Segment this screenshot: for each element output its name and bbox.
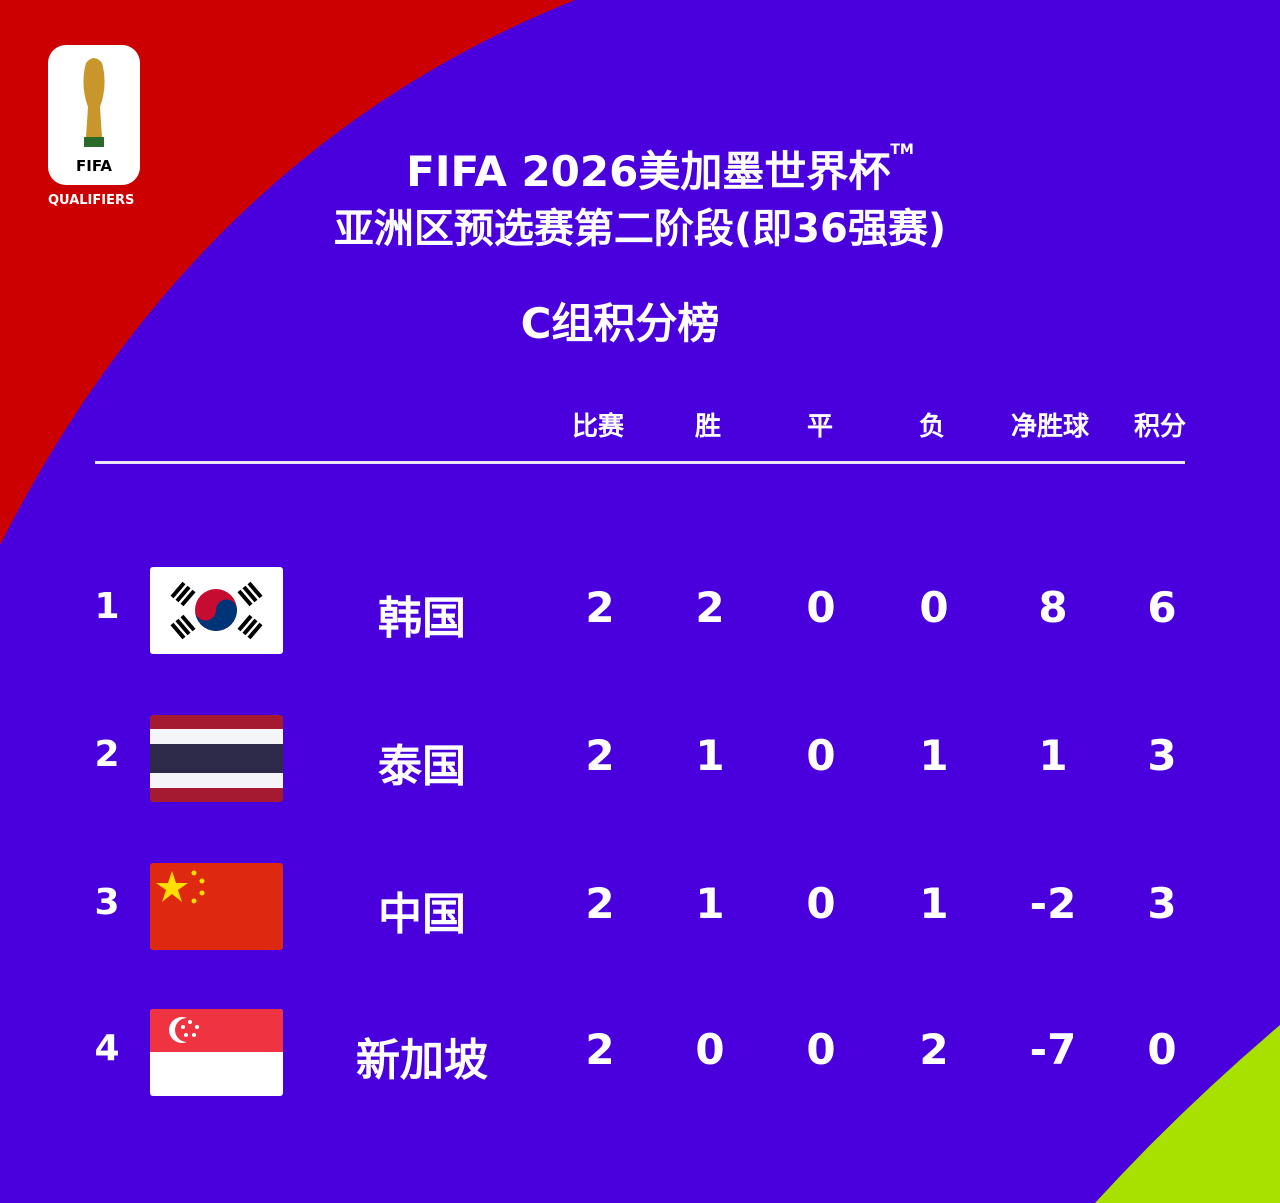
cell-played: 2 — [585, 731, 615, 780]
cell-pts: 3 — [1147, 879, 1177, 928]
cell-gd: -2 — [1029, 879, 1077, 928]
title-text: FIFA 2026美加墨世界杯 — [406, 147, 891, 196]
header-won: 胜 — [694, 412, 721, 442]
cell-played: 2 — [585, 879, 615, 928]
fifa-qualifiers-logo: FIFA QUALIFIERS — [48, 45, 148, 208]
singapore-flag-icon — [150, 1009, 283, 1096]
logo-badge: FIFA — [48, 45, 140, 185]
header-drawn: 平 — [806, 412, 833, 442]
cell-pts: 3 — [1147, 731, 1177, 780]
logo-qualifiers-text: QUALIFIERS — [48, 193, 135, 208]
cell-drawn: 0 — [806, 1025, 836, 1074]
rank: 2 — [94, 734, 120, 775]
cell-won: 1 — [695, 879, 725, 928]
cell-lost: 2 — [919, 1025, 949, 1074]
rank: 1 — [94, 586, 120, 627]
cell-drawn: 0 — [806, 731, 836, 780]
title-line-2: 亚洲区预选赛第二阶段(即36强赛) — [333, 206, 947, 252]
title-line-1: FIFA 2026美加墨世界杯TM — [20, 138, 1280, 199]
cell-lost: 0 — [919, 583, 949, 632]
cell-gd: 1 — [1038, 731, 1068, 780]
cell-pts: 0 — [1147, 1025, 1177, 1074]
cell-drawn: 0 — [806, 583, 836, 632]
logo-fifa-text: FIFA — [76, 157, 112, 175]
china-flag-icon — [150, 863, 283, 950]
trademark: TM — [890, 142, 914, 158]
team-name: 中国 — [378, 889, 466, 940]
korea-flag-icon — [150, 567, 283, 654]
green-corner — [1095, 1025, 1280, 1203]
rank: 4 — [94, 1028, 120, 1069]
group-standings-title: C组积分榜 — [520, 299, 720, 348]
cell-won: 2 — [695, 583, 725, 632]
red-corner — [0, 0, 575, 545]
team-name: 韩国 — [378, 593, 466, 644]
cell-lost: 1 — [919, 879, 949, 928]
trophy-icon — [83, 58, 105, 147]
header-lost: 负 — [918, 412, 945, 442]
team-name: 泰国 — [378, 741, 466, 792]
header-goal-difference: 净胜球 — [1010, 412, 1089, 442]
cell-gd: -7 — [1029, 1025, 1077, 1074]
cell-drawn: 0 — [806, 879, 836, 928]
header-played: 比赛 — [571, 412, 624, 442]
cell-lost: 1 — [919, 731, 949, 780]
team-name: 新加坡 — [356, 1035, 488, 1086]
rank: 3 — [94, 882, 120, 923]
cell-pts: 6 — [1147, 583, 1177, 632]
header-points: 积分 — [1133, 412, 1186, 442]
cell-won: 1 — [695, 731, 725, 780]
cell-played: 2 — [585, 1025, 615, 1074]
cell-won: 0 — [695, 1025, 725, 1074]
cell-gd: 8 — [1038, 583, 1068, 632]
cell-played: 2 — [585, 583, 615, 632]
thailand-flag-icon — [150, 715, 283, 802]
header-divider — [95, 461, 1185, 464]
